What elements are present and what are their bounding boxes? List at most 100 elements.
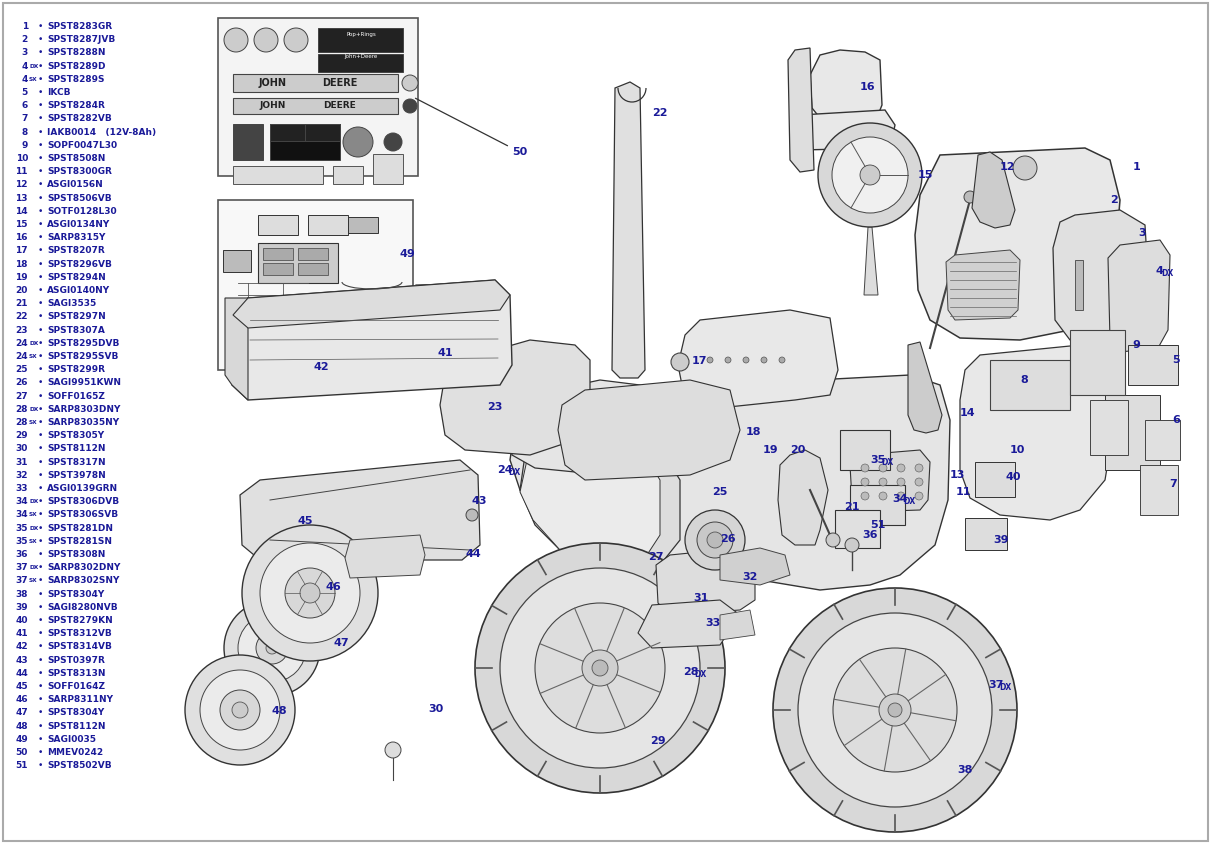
Text: •: •	[38, 497, 42, 506]
Circle shape	[879, 478, 886, 486]
Text: •: •	[38, 62, 42, 71]
Bar	[1104, 395, 1160, 470]
Circle shape	[582, 650, 618, 686]
Text: SARP8302DNY: SARP8302DNY	[47, 563, 120, 572]
Text: SPST8308N: SPST8308N	[47, 550, 105, 559]
Text: 10: 10	[1010, 445, 1026, 455]
Bar	[298, 248, 328, 260]
Text: •: •	[38, 405, 42, 414]
Text: 30: 30	[16, 445, 28, 453]
Circle shape	[275, 325, 291, 341]
Text: 30: 30	[427, 704, 443, 714]
Text: •: •	[38, 682, 42, 691]
Text: 46: 46	[16, 695, 28, 704]
Circle shape	[916, 492, 923, 500]
Bar	[1144, 420, 1180, 460]
Text: 28: 28	[16, 405, 28, 414]
Text: 51: 51	[16, 761, 28, 771]
Bar	[991, 360, 1071, 410]
Text: SPST8299R: SPST8299R	[47, 365, 105, 374]
Text: 6: 6	[22, 101, 28, 111]
Bar	[1140, 465, 1178, 515]
Text: •: •	[38, 656, 42, 664]
Text: 1: 1	[22, 22, 28, 31]
Text: SPST8304Y: SPST8304Y	[47, 708, 104, 717]
Text: •: •	[38, 246, 42, 256]
Text: 25: 25	[712, 487, 728, 497]
Text: 24: 24	[16, 338, 28, 348]
Circle shape	[185, 655, 295, 765]
Bar	[258, 243, 338, 283]
Text: SPST8304Y: SPST8304Y	[47, 590, 104, 598]
Text: 42: 42	[312, 362, 328, 372]
Polygon shape	[638, 600, 740, 648]
Circle shape	[566, 695, 635, 765]
Text: •: •	[38, 141, 42, 149]
Bar	[233, 74, 398, 92]
Text: 16: 16	[16, 233, 28, 242]
Circle shape	[343, 127, 373, 157]
Text: DX: DX	[999, 683, 1011, 692]
Text: DX: DX	[880, 458, 894, 467]
Circle shape	[761, 357, 767, 363]
Bar	[223, 250, 251, 272]
Bar	[373, 154, 403, 184]
Text: 4: 4	[22, 62, 28, 71]
Text: 32: 32	[742, 572, 757, 582]
Text: DX: DX	[903, 497, 916, 506]
Bar	[975, 462, 1015, 497]
Bar	[270, 124, 340, 160]
Circle shape	[535, 603, 665, 733]
Polygon shape	[1108, 240, 1170, 352]
Polygon shape	[946, 250, 1020, 320]
Polygon shape	[788, 48, 814, 172]
Circle shape	[200, 670, 280, 750]
Text: •: •	[38, 445, 42, 453]
Bar	[836, 510, 880, 548]
Bar	[263, 263, 293, 275]
Text: SAGI0035: SAGI0035	[47, 735, 96, 744]
Circle shape	[550, 680, 650, 780]
Circle shape	[500, 568, 700, 768]
Circle shape	[817, 123, 922, 227]
Text: SPST8112N: SPST8112N	[47, 445, 105, 453]
Text: •: •	[38, 523, 42, 533]
Text: •: •	[38, 115, 42, 123]
Circle shape	[707, 357, 713, 363]
Text: •: •	[38, 642, 42, 652]
Text: SOPF0047L30: SOPF0047L30	[47, 141, 117, 149]
Circle shape	[773, 588, 1017, 832]
Circle shape	[879, 492, 886, 500]
Text: •: •	[38, 154, 42, 163]
Text: •: •	[38, 629, 42, 638]
Text: 50: 50	[512, 147, 527, 157]
Text: 29: 29	[650, 736, 666, 746]
Circle shape	[285, 28, 308, 52]
Polygon shape	[510, 380, 660, 475]
Text: 5: 5	[22, 88, 28, 97]
Text: •: •	[38, 193, 42, 203]
Text: 12: 12	[16, 181, 28, 189]
Text: 43: 43	[16, 656, 28, 664]
Text: 25: 25	[16, 365, 28, 374]
Text: 41: 41	[16, 629, 28, 638]
Bar	[270, 124, 305, 141]
Bar	[218, 18, 418, 176]
Text: 35: 35	[16, 537, 28, 546]
Text: SX: SX	[29, 538, 38, 544]
Text: SPST8317N: SPST8317N	[47, 457, 105, 467]
Text: 34: 34	[16, 497, 28, 506]
Text: 41: 41	[438, 348, 454, 358]
Text: 44: 44	[465, 549, 481, 559]
Circle shape	[242, 525, 378, 661]
Polygon shape	[850, 450, 930, 512]
Text: •: •	[38, 550, 42, 559]
Bar	[233, 98, 398, 114]
Text: 21: 21	[16, 300, 28, 308]
Text: DX: DX	[29, 499, 39, 504]
Circle shape	[240, 325, 256, 341]
Circle shape	[475, 543, 725, 793]
Text: •: •	[38, 181, 42, 189]
Polygon shape	[612, 82, 645, 378]
Polygon shape	[510, 375, 949, 590]
